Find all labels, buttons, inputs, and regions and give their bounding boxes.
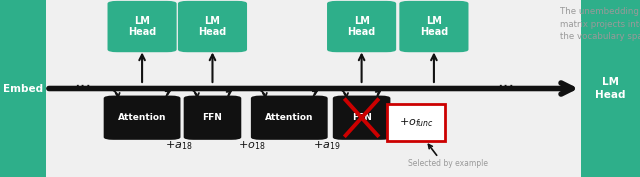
Text: LM
Head: LM Head — [348, 16, 376, 37]
FancyBboxPatch shape — [0, 0, 46, 177]
Text: +$o_{18}$: +$o_{18}$ — [238, 139, 265, 152]
Text: LM
Head: LM Head — [420, 16, 448, 37]
Text: LM
Head: LM Head — [595, 77, 626, 100]
Text: ···: ··· — [497, 78, 514, 96]
Text: FFN: FFN — [351, 113, 372, 122]
FancyBboxPatch shape — [104, 96, 180, 140]
Text: Attention: Attention — [118, 113, 166, 122]
Text: +$a_{19}$: +$a_{19}$ — [313, 139, 340, 152]
FancyBboxPatch shape — [178, 1, 247, 52]
FancyBboxPatch shape — [108, 1, 177, 52]
Text: FFN: FFN — [202, 113, 223, 122]
Text: Selected by example: Selected by example — [408, 159, 488, 168]
FancyBboxPatch shape — [327, 1, 396, 52]
Text: ···: ··· — [75, 78, 92, 96]
Text: +$o_{func}$: +$o_{func}$ — [399, 116, 433, 129]
FancyBboxPatch shape — [399, 1, 468, 52]
Text: LM
Head: LM Head — [198, 16, 227, 37]
Text: Embed: Embed — [3, 84, 43, 93]
Text: LM
Head: LM Head — [128, 16, 156, 37]
FancyBboxPatch shape — [581, 0, 640, 177]
FancyBboxPatch shape — [333, 96, 390, 140]
Text: +$a_{18}$: +$a_{18}$ — [166, 139, 193, 152]
FancyBboxPatch shape — [387, 104, 445, 141]
Text: The unembedding
matrix projects into
the vocabulary space.: The unembedding matrix projects into the… — [560, 7, 640, 41]
FancyBboxPatch shape — [184, 96, 241, 140]
FancyBboxPatch shape — [251, 96, 328, 140]
Text: Attention: Attention — [265, 113, 314, 122]
